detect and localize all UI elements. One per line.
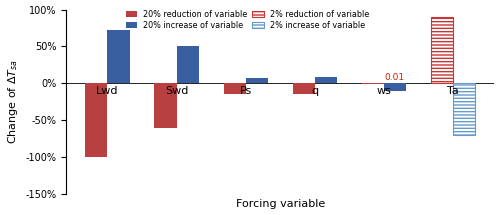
Y-axis label: Change of $\Delta T_{sa}$: Change of $\Delta T_{sa}$: [6, 59, 20, 144]
Bar: [362, 83, 384, 84]
Text: q: q: [311, 86, 318, 95]
Text: Ta: Ta: [447, 86, 459, 95]
Text: 0.01: 0.01: [385, 73, 405, 82]
Bar: [108, 30, 130, 83]
Bar: [224, 83, 246, 94]
Text: Swd: Swd: [165, 86, 188, 95]
Bar: [154, 83, 176, 127]
Text: Ps: Ps: [240, 86, 252, 95]
Bar: [453, 83, 475, 135]
Text: Lwd: Lwd: [96, 86, 118, 95]
Legend: 20% reduction of variable, 20% increase of variable, 2% reduction of variable, 2: 20% reduction of variable, 20% increase …: [126, 10, 370, 30]
Bar: [431, 17, 453, 83]
Bar: [86, 83, 108, 157]
Bar: [246, 78, 268, 83]
Bar: [292, 83, 315, 94]
Bar: [176, 46, 199, 83]
Bar: [315, 77, 337, 83]
Bar: [384, 83, 406, 91]
Text: ws: ws: [376, 86, 392, 95]
X-axis label: Forcing variable: Forcing variable: [236, 200, 325, 209]
